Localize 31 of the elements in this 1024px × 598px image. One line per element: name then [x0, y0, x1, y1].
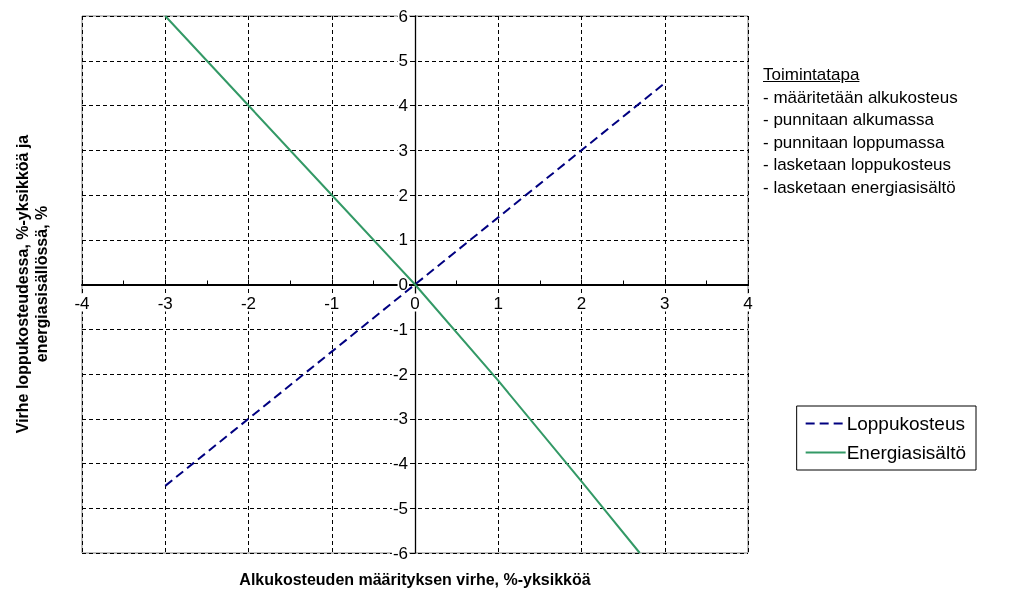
text: - punnitaan alkumassa — [763, 109, 936, 132]
y-tick-label: -6 — [392, 543, 408, 563]
y-tick-label: -5 — [392, 498, 408, 518]
y-tick-label: 6 — [398, 6, 408, 26]
x-tick-label: -1 — [324, 293, 340, 313]
text: - lasketaan loppukosteus — [763, 154, 953, 177]
x-tick-label: 3 — [660, 293, 670, 313]
text: - määritetään alkukosteus — [763, 86, 958, 109]
y-tick-label: 4 — [398, 96, 408, 115]
x-tick-label: -2 — [240, 293, 257, 313]
y-tick-label: 3 — [398, 140, 408, 160]
y-tick-label: 0 — [398, 275, 408, 294]
x-tick-label: 4 — [743, 293, 753, 313]
y-tick-label: -4 — [392, 454, 408, 473]
text: - punnitaan loppumassa — [763, 131, 946, 154]
x-tick-label: 2 — [576, 293, 587, 313]
legend-label: Loppukosteus — [846, 413, 965, 434]
text: - lasketaan energiasisältö — [763, 176, 957, 199]
x-axis-title: Alkukosteuden määrityksen virhe, %-yksikköä — [238, 571, 592, 589]
y-tick-label: 5 — [398, 51, 408, 71]
y-tick-label: -3 — [392, 409, 408, 429]
y-tick-label: -1 — [392, 319, 408, 339]
x-tick-label: -4 — [74, 293, 90, 313]
x-tick-label: -3 — [157, 293, 173, 313]
y-axis-title: Virhe loppukosteudessa, %-yksikköä ja energiasisällössä, % — [13, 133, 51, 436]
y-tick-label: 2 — [398, 185, 408, 205]
x-tick-label: 1 — [493, 293, 503, 313]
y-tick-label: 1 — [398, 230, 408, 250]
legend-label: Energiasisältö — [846, 442, 966, 463]
text: Toimintatapa — [763, 64, 861, 86]
y-tick-label: -2 — [392, 364, 408, 384]
